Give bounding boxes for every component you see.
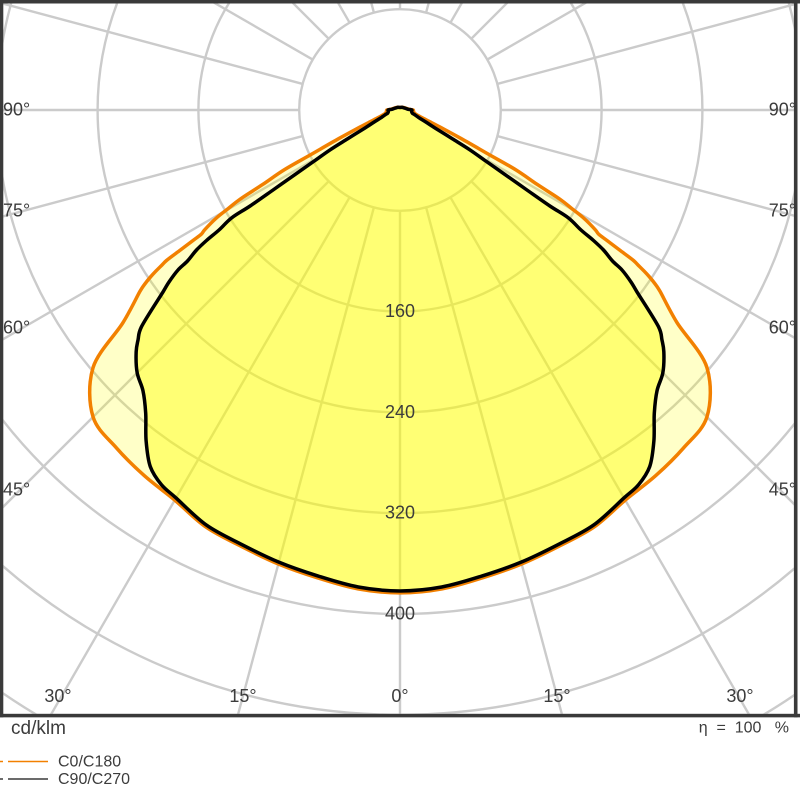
svg-text:30°: 30° [44, 686, 71, 706]
svg-text:45°: 45° [3, 480, 30, 500]
svg-text:320: 320 [385, 503, 415, 523]
svg-text:C90/C270: C90/C270 [58, 771, 130, 788]
svg-text:90°: 90° [3, 100, 30, 120]
svg-text:15°: 15° [229, 686, 256, 706]
svg-text:240: 240 [385, 402, 415, 422]
svg-text:30°: 30° [726, 686, 753, 706]
svg-text:η = 100 %: η = 100 % [699, 720, 789, 737]
svg-text:60°: 60° [769, 318, 796, 338]
svg-text:C0/C180: C0/C180 [58, 754, 121, 771]
svg-text:0°: 0° [391, 686, 408, 706]
svg-text:45°: 45° [769, 480, 796, 500]
svg-text:160: 160 [385, 301, 415, 321]
svg-text:75°: 75° [769, 201, 796, 221]
svg-text:cd/klm: cd/klm [11, 718, 66, 739]
svg-text:400: 400 [385, 604, 415, 624]
svg-text:15°: 15° [543, 686, 570, 706]
svg-text:75°: 75° [3, 201, 30, 221]
svg-text:90°: 90° [769, 100, 796, 120]
svg-text:60°: 60° [3, 318, 30, 338]
